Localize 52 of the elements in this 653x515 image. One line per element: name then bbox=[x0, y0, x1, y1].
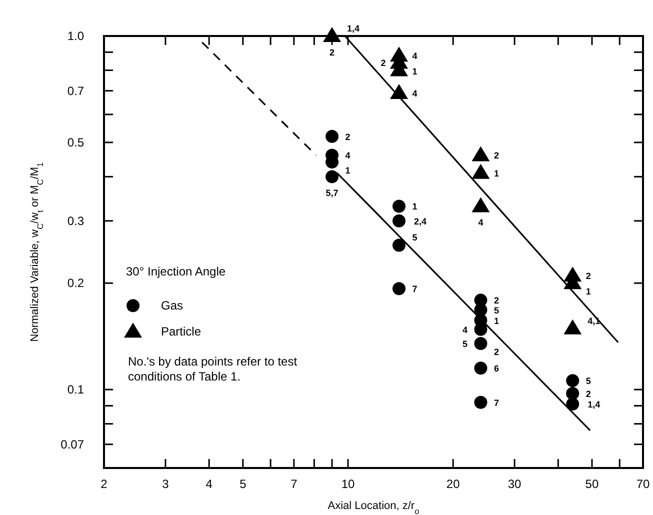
annotation: 5,7 bbox=[326, 188, 338, 198]
x-tick-label: 2 bbox=[100, 477, 108, 491]
annotation: 7 bbox=[412, 284, 418, 294]
annotation: 2 bbox=[380, 58, 386, 68]
x-tick-label: 5 bbox=[240, 477, 247, 491]
legend-label: Gas bbox=[161, 298, 184, 313]
annotation: 5 bbox=[586, 376, 591, 386]
y-tick-label: 0.1 bbox=[67, 382, 84, 397]
annotation: 2 bbox=[345, 132, 350, 142]
x-tick-label: 70 bbox=[636, 477, 650, 491]
x-axis-title: Axial Location, z/r$_{o}$ bbox=[328, 500, 420, 515]
y-tick-label: 1.0 bbox=[67, 29, 84, 43]
x-tick-label: 4 bbox=[206, 477, 213, 491]
annotation: 1 bbox=[494, 168, 499, 178]
annotation: 6 bbox=[494, 364, 499, 374]
annotation: 5 bbox=[412, 232, 418, 243]
annotation: 2,4 bbox=[414, 216, 427, 226]
annotation: 4 bbox=[478, 218, 484, 228]
annotation: 4 bbox=[412, 51, 418, 62]
annotation: 5 bbox=[494, 305, 499, 316]
annotation: 2 bbox=[494, 150, 499, 161]
x-tick-label: 7 bbox=[290, 477, 298, 491]
annotation: 4 bbox=[462, 324, 468, 335]
annotation: 1 bbox=[345, 166, 350, 176]
y-tick-label: 0.5 bbox=[67, 135, 84, 150]
annotation: 2 bbox=[330, 48, 335, 58]
x-tick-label: 3 bbox=[162, 477, 170, 491]
x-tick-label: 10 bbox=[341, 477, 355, 491]
x-tick-label: 30 bbox=[508, 477, 522, 491]
annotation: 5 bbox=[462, 338, 468, 349]
annotation: 2 bbox=[586, 271, 591, 282]
annotation: 2 bbox=[586, 388, 591, 399]
legend-title: 30° Injection Angle bbox=[126, 264, 226, 279]
annotation: 1,4 bbox=[347, 24, 360, 34]
annotation: 2 bbox=[494, 346, 499, 357]
annotation: 4 bbox=[345, 150, 350, 161]
y-tick-label: 0.7 bbox=[67, 84, 84, 98]
annotation: 1,4 bbox=[588, 400, 600, 410]
legend-label: Particle bbox=[161, 324, 202, 339]
annotation: No.'s by data points refer to test conditions of Table 1. bbox=[128, 354, 298, 384]
y-tick-label: 0.07 bbox=[60, 437, 84, 452]
y-tick-label: 0.3 bbox=[67, 214, 84, 228]
annotation: 1 bbox=[586, 286, 591, 297]
x-tick-label: 50 bbox=[585, 477, 599, 491]
annotation: 1 bbox=[494, 316, 499, 326]
annotation: 1 bbox=[412, 202, 418, 212]
annotation: 2 bbox=[494, 296, 499, 306]
annotation: 4 bbox=[412, 88, 418, 98]
x-tick-label: 20 bbox=[446, 477, 460, 491]
y-tick-label: 0.2 bbox=[67, 276, 84, 290]
annotation: 1 bbox=[412, 66, 418, 76]
annotation: 7 bbox=[494, 398, 499, 408]
